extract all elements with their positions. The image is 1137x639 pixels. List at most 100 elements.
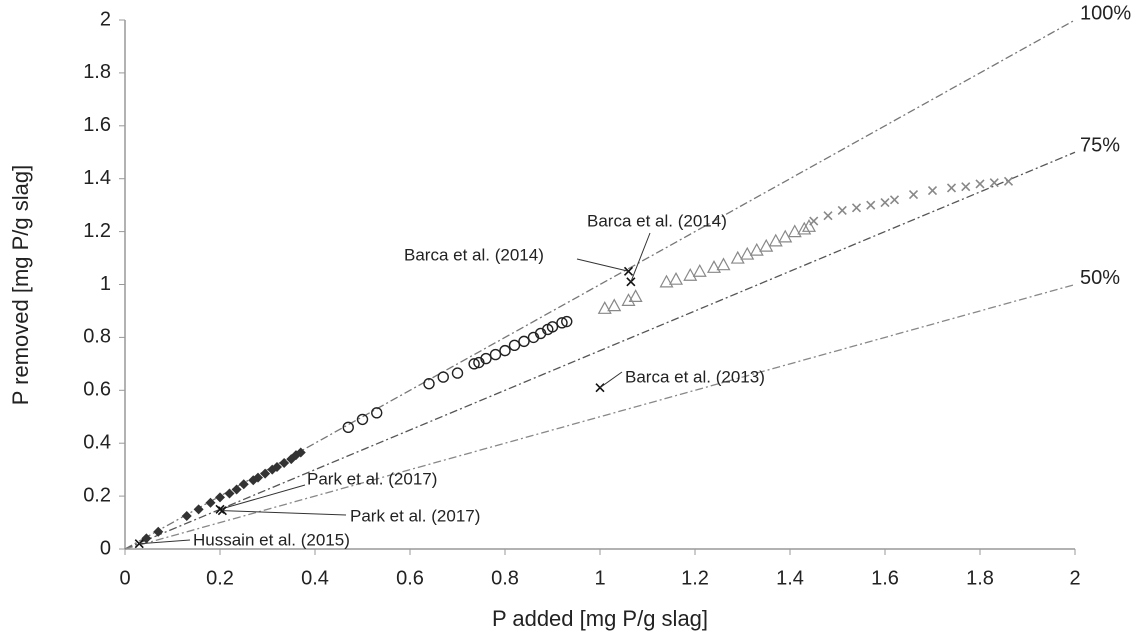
point <box>489 348 502 361</box>
point <box>193 504 204 515</box>
point <box>451 367 464 379</box>
x-tick-label: 0.2 <box>206 567 234 589</box>
point <box>272 462 282 473</box>
point <box>181 510 192 521</box>
y-axis-title: P removed [mg P/g slag] <box>8 165 33 406</box>
reference-line-label: 100% <box>1080 2 1131 24</box>
point <box>809 216 819 226</box>
x-tick-label: 0.6 <box>396 567 424 589</box>
point <box>480 352 492 365</box>
annotation-leader <box>219 484 306 510</box>
x-tick-label: 1 <box>594 567 605 589</box>
y-tick-label: 0.4 <box>83 431 111 453</box>
point <box>787 224 802 238</box>
point <box>716 257 731 271</box>
point <box>946 183 957 193</box>
point <box>499 344 511 357</box>
point <box>215 492 225 503</box>
annotation: Barca et al. (2013) <box>625 367 765 386</box>
point <box>908 190 919 200</box>
point <box>740 246 755 260</box>
point <box>692 264 707 277</box>
point <box>851 203 862 213</box>
reference-line-label: 75% <box>1080 135 1120 157</box>
point <box>342 421 354 434</box>
point <box>621 293 636 306</box>
point <box>927 186 938 196</box>
point <box>423 377 435 390</box>
point <box>546 321 559 333</box>
point <box>556 317 568 329</box>
point <box>371 407 383 419</box>
point <box>508 339 521 352</box>
point <box>628 289 643 303</box>
y-tick-label: 0.8 <box>83 326 111 348</box>
annotation-leader <box>576 258 629 272</box>
point <box>989 178 999 188</box>
y-tick-label: 0.6 <box>83 379 111 401</box>
x-tick-label: 0.4 <box>301 567 329 589</box>
x-axis-title: P added [mg P/g slag] <box>492 606 708 631</box>
point <box>295 447 306 458</box>
point <box>797 221 812 235</box>
y-tick-label: 1.4 <box>83 167 111 189</box>
point <box>561 315 573 328</box>
annotation-leader <box>139 539 191 545</box>
point <box>683 267 698 281</box>
x-tick-label: 1.8 <box>966 567 994 589</box>
point <box>768 233 783 247</box>
x-tick-label: 0.8 <box>491 567 519 589</box>
point <box>253 472 263 483</box>
point <box>1003 176 1014 186</box>
point <box>801 219 817 232</box>
point <box>518 335 530 348</box>
annotation-leader <box>630 232 651 283</box>
point <box>668 271 684 285</box>
y-tick-label: 1 <box>100 273 111 295</box>
point <box>975 179 985 189</box>
point <box>153 526 164 537</box>
point <box>279 458 290 469</box>
point <box>880 197 890 208</box>
point <box>607 298 622 312</box>
point <box>749 242 764 256</box>
x-tick-label: 1.6 <box>871 567 899 589</box>
point <box>437 371 449 383</box>
point <box>260 468 271 479</box>
x-tick-label: 1.4 <box>776 567 804 589</box>
y-tick-label: 1.2 <box>83 220 111 242</box>
point <box>889 195 900 205</box>
y-tick-label: 1.6 <box>83 114 111 136</box>
point <box>823 211 833 221</box>
point <box>468 358 480 370</box>
reference-line <box>124 283 1076 550</box>
point <box>866 200 876 210</box>
point <box>659 274 674 288</box>
point <box>224 488 235 499</box>
point <box>837 205 847 216</box>
point <box>730 250 745 264</box>
x-tick-label: 2 <box>1069 567 1080 589</box>
point <box>961 182 971 192</box>
point <box>706 260 722 273</box>
y-tick-label: 0.2 <box>83 484 111 506</box>
annotation: Park et al. (2017) <box>307 469 437 488</box>
annotation-leader <box>599 371 623 389</box>
reference-line <box>124 151 1076 550</box>
point <box>597 301 612 314</box>
y-tick-label: 0 <box>100 537 111 559</box>
x-tick-label: 0 <box>119 567 130 589</box>
reference-line-label: 50% <box>1080 267 1120 289</box>
annotation: Barca et al. (2014) <box>404 245 544 264</box>
annotation: Barca et al. (2014) <box>587 211 727 230</box>
annotation-leader <box>222 510 347 516</box>
point <box>356 413 369 426</box>
point <box>231 484 242 495</box>
y-tick-label: 2 <box>100 8 111 30</box>
point <box>205 497 216 508</box>
annotation: Park et al. (2017) <box>350 506 480 525</box>
point <box>141 533 152 544</box>
point <box>238 479 249 490</box>
y-tick-label: 1.8 <box>83 61 111 83</box>
